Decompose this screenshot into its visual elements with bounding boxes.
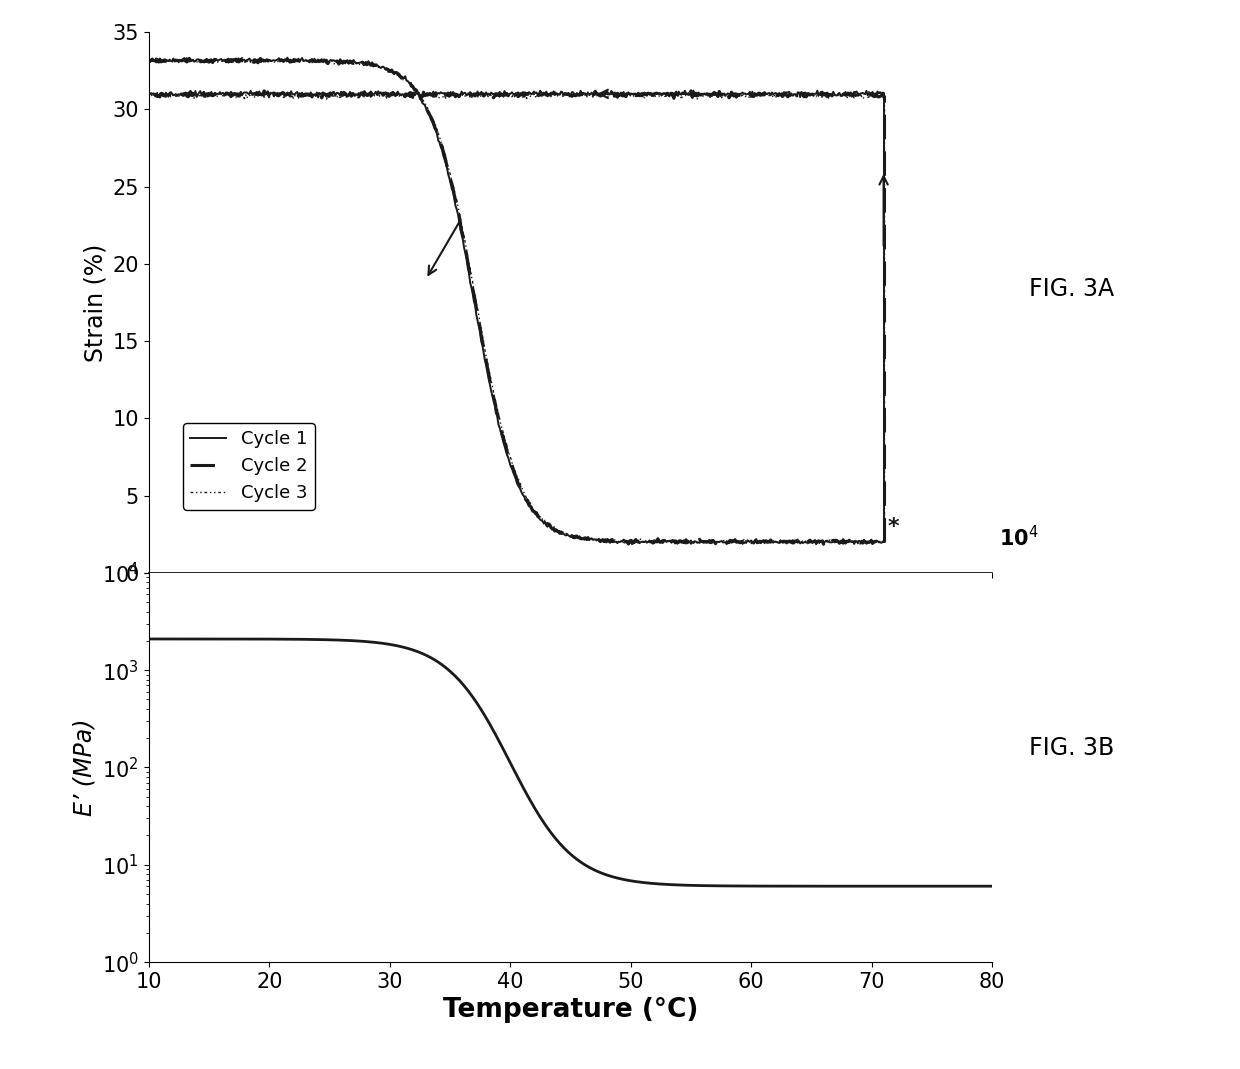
Text: FIG. 3B: FIG. 3B <box>1029 737 1115 760</box>
Y-axis label: Strain (%): Strain (%) <box>83 244 107 361</box>
Text: 10$^4$: 10$^4$ <box>999 525 1039 551</box>
X-axis label: Temperature (°C): Temperature (°C) <box>443 997 698 1023</box>
Y-axis label: E’ (MPa): E’ (MPa) <box>72 718 97 817</box>
Text: *: * <box>887 517 899 538</box>
Text: FIG. 3A: FIG. 3A <box>1029 277 1115 300</box>
Legend: Cycle 1, Cycle 2, Cycle 3: Cycle 1, Cycle 2, Cycle 3 <box>184 423 315 510</box>
